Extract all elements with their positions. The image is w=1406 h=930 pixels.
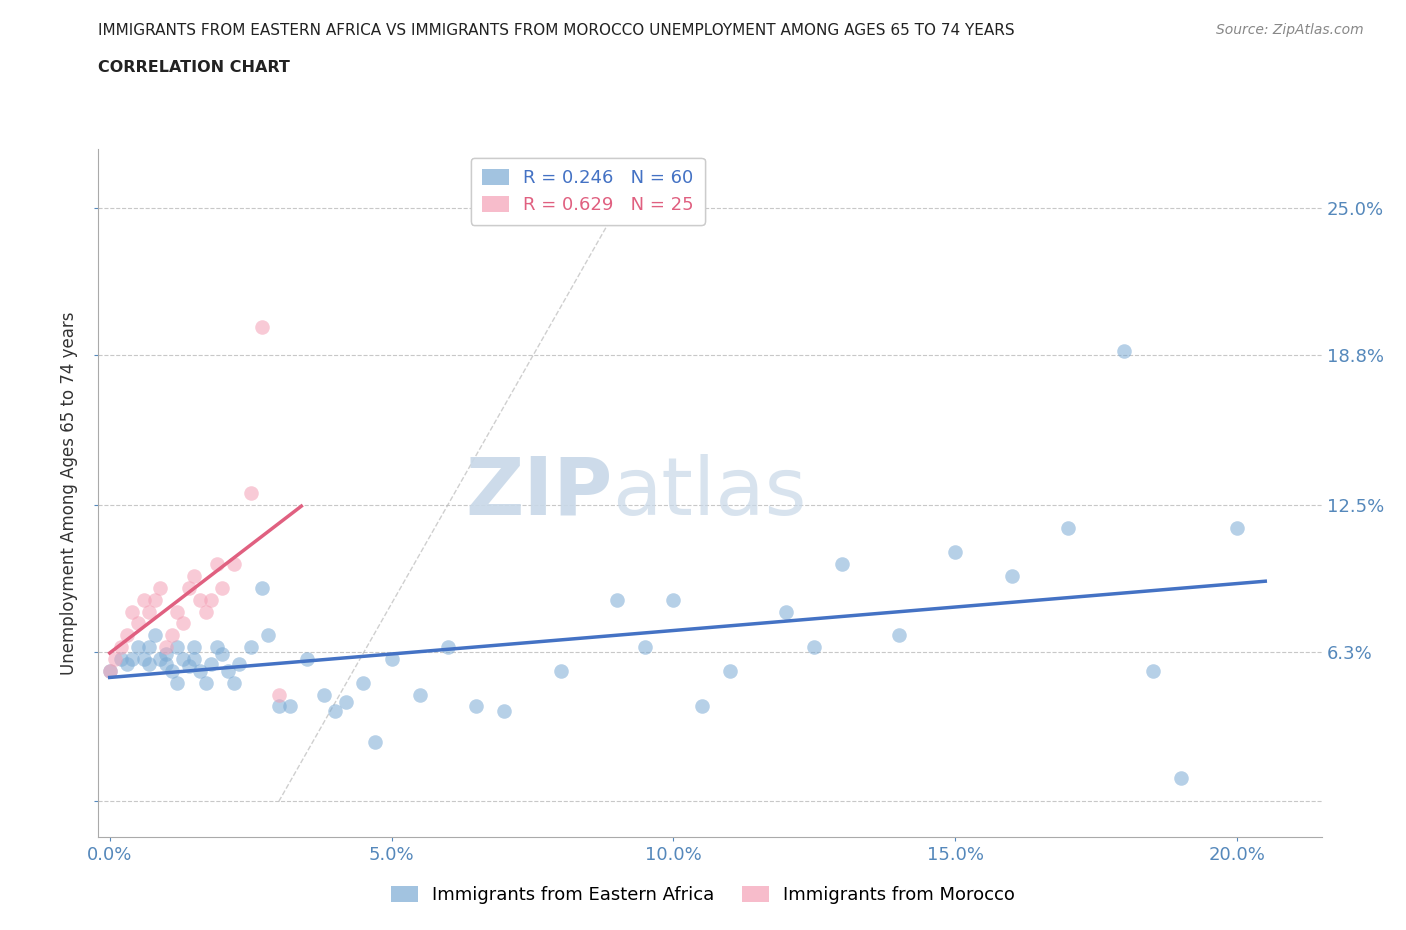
Point <box>200 657 222 671</box>
Point <box>1114 343 1136 358</box>
Point <box>222 557 245 572</box>
Point <box>177 658 200 673</box>
Text: Source: ZipAtlas.com: Source: ZipAtlas.com <box>1216 23 1364 37</box>
Point <box>295 652 318 667</box>
Point <box>183 652 205 667</box>
Point <box>437 640 460 655</box>
Point <box>138 657 160 671</box>
Point <box>606 592 628 607</box>
Point <box>149 580 172 595</box>
Point <box>166 604 188 619</box>
Text: IMMIGRANTS FROM EASTERN AFRICA VS IMMIGRANTS FROM MOROCCO UNEMPLOYMENT AMONG AGE: IMMIGRANTS FROM EASTERN AFRICA VS IMMIGR… <box>98 23 1015 38</box>
Point <box>177 580 200 595</box>
Point <box>228 657 250 671</box>
Point <box>143 592 166 607</box>
Point <box>211 647 233 662</box>
Point <box>352 675 374 690</box>
Point <box>409 687 432 702</box>
Point <box>160 663 183 678</box>
Point <box>250 319 273 334</box>
Point <box>250 580 273 595</box>
Point <box>155 657 177 671</box>
Point <box>205 640 228 655</box>
Point <box>312 687 335 702</box>
Point <box>98 663 121 678</box>
Point <box>132 652 155 667</box>
Point <box>183 640 205 655</box>
Point <box>143 628 166 643</box>
Point <box>166 675 188 690</box>
Point <box>803 640 825 655</box>
Point <box>267 699 290 714</box>
Point <box>98 663 121 678</box>
Point <box>205 557 228 572</box>
Point <box>494 704 516 719</box>
Point <box>115 628 138 643</box>
Point <box>1170 770 1192 785</box>
Text: atlas: atlas <box>612 454 807 532</box>
Legend: R = 0.246   N = 60, R = 0.629   N = 25: R = 0.246 N = 60, R = 0.629 N = 25 <box>471 158 704 225</box>
Point <box>104 652 127 667</box>
Point <box>172 652 194 667</box>
Point <box>188 592 211 607</box>
Point <box>138 604 160 619</box>
Point <box>194 604 217 619</box>
Point <box>1057 521 1080 536</box>
Point <box>217 663 239 678</box>
Point <box>363 735 385 750</box>
Point <box>110 652 132 667</box>
Point <box>115 657 138 671</box>
Point <box>239 485 262 500</box>
Point <box>200 592 222 607</box>
Point <box>323 704 346 719</box>
Point <box>222 675 245 690</box>
Point <box>550 663 572 678</box>
Legend: Immigrants from Eastern Africa, Immigrants from Morocco: Immigrants from Eastern Africa, Immigran… <box>384 879 1022 911</box>
Point <box>166 640 188 655</box>
Point <box>121 604 143 619</box>
Point <box>211 580 233 595</box>
Text: CORRELATION CHART: CORRELATION CHART <box>98 60 290 75</box>
Point <box>155 647 177 662</box>
Point <box>183 568 205 583</box>
Y-axis label: Unemployment Among Ages 65 to 74 years: Unemployment Among Ages 65 to 74 years <box>60 312 79 674</box>
Point <box>465 699 488 714</box>
Point <box>121 652 143 667</box>
Point <box>127 640 149 655</box>
Point <box>138 640 160 655</box>
Point <box>1226 521 1249 536</box>
Point <box>718 663 741 678</box>
Point <box>634 640 657 655</box>
Point <box>775 604 797 619</box>
Point <box>127 616 149 631</box>
Point <box>160 628 183 643</box>
Point <box>831 557 853 572</box>
Point <box>335 695 357 710</box>
Point <box>267 687 290 702</box>
Point <box>690 699 713 714</box>
Point <box>943 545 966 560</box>
Point <box>278 699 301 714</box>
Point <box>172 616 194 631</box>
Point <box>1142 663 1164 678</box>
Point <box>662 592 685 607</box>
Point <box>155 640 177 655</box>
Point <box>149 652 172 667</box>
Point <box>1000 568 1022 583</box>
Point <box>256 628 278 643</box>
Point <box>887 628 910 643</box>
Point <box>380 652 402 667</box>
Text: ZIP: ZIP <box>465 454 612 532</box>
Point <box>110 640 132 655</box>
Point <box>194 675 217 690</box>
Point <box>132 592 155 607</box>
Point <box>239 640 262 655</box>
Point <box>188 663 211 678</box>
